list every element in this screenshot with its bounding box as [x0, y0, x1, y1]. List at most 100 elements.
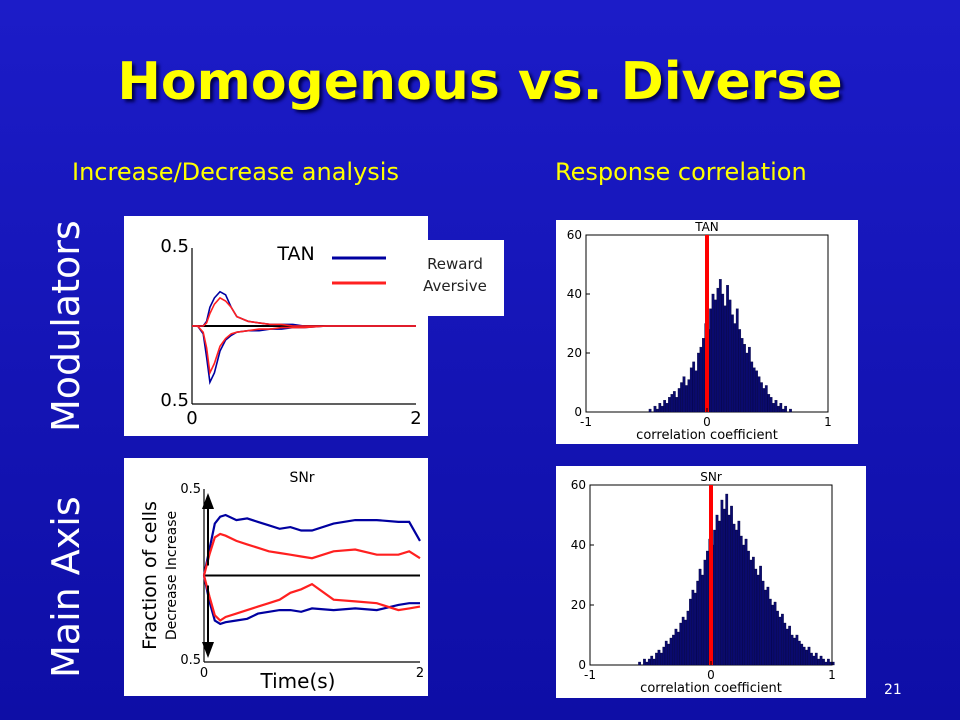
histogram-bar — [754, 568, 758, 666]
histogram-bar — [797, 640, 801, 666]
histogram-bar — [802, 646, 806, 666]
histogram-bar — [795, 634, 799, 666]
histogram-bar — [653, 405, 657, 413]
x-tick-label: 0 — [703, 415, 711, 429]
histogram-bar — [648, 408, 652, 413]
y-tick-label: 20 — [567, 346, 582, 360]
histogram-bar — [679, 622, 683, 666]
histogram-bar — [676, 631, 680, 666]
histogram-bar — [674, 628, 678, 666]
histogram-bar — [812, 655, 816, 666]
histogram-bar — [760, 382, 763, 413]
histogram-bar — [685, 385, 688, 413]
y-axis-inner-label: Decrease Increase — [164, 511, 180, 640]
histogram-bar — [694, 370, 698, 413]
histogram-bar — [756, 574, 760, 666]
histogram-bar — [675, 397, 679, 413]
histogram-bar — [789, 408, 792, 413]
x-tick-label: -1 — [584, 668, 596, 682]
histogram-bar — [718, 279, 722, 413]
histogram-bar — [669, 637, 673, 666]
histogram-bar — [757, 376, 761, 413]
y-tick-label: 60 — [567, 228, 582, 242]
histogram-bar — [781, 408, 785, 413]
histogram-bar — [740, 338, 744, 413]
x-axis-label: correlation coefficient — [636, 428, 778, 443]
slide-number: 21 — [884, 682, 902, 698]
histogram-bar — [711, 293, 715, 413]
histogram-bar — [827, 658, 830, 666]
series-line-aversive-upper — [192, 296, 416, 327]
histogram-bar — [822, 658, 825, 666]
histogram-bar — [743, 344, 746, 413]
increase-arrow-head — [202, 493, 214, 509]
histogram-bar — [742, 544, 746, 666]
snr-histogram-panel: 0 20 40 60 -1 0 1 SNr correlation coefficient — [556, 466, 866, 698]
histogram-bar — [701, 574, 704, 666]
histogram-bar — [687, 379, 691, 413]
histogram-bar — [722, 508, 726, 666]
histogram-bar — [714, 299, 717, 413]
histogram-bar — [785, 628, 789, 666]
histogram-bar — [709, 308, 712, 413]
histogram-bar — [755, 370, 758, 413]
legend-aversive-label: Aversive — [423, 277, 487, 295]
histogram-bar — [693, 592, 697, 666]
histogram-bar — [664, 640, 668, 666]
tan-line-panel: 0.5 0.5 0 2 TAN — [124, 216, 428, 436]
histogram-bar — [800, 643, 804, 666]
histogram-bar — [689, 367, 693, 413]
histogram-bar — [672, 634, 675, 666]
histogram-bar — [725, 493, 729, 666]
histogram-bar — [668, 397, 671, 413]
legend-reward-label: Reward — [427, 255, 483, 273]
histogram-bar — [682, 376, 686, 413]
histogram-bar — [751, 556, 755, 666]
histogram-bar — [665, 402, 669, 413]
histogram-bar — [784, 405, 788, 413]
histogram-bar — [698, 568, 702, 666]
histogram-bar — [750, 361, 754, 413]
histogram-bar — [667, 643, 671, 666]
histogram-bar — [656, 408, 659, 413]
y-tick-label: 0 — [574, 405, 582, 419]
histogram-bar — [723, 305, 727, 413]
histogram-bar — [703, 559, 707, 666]
histogram-bar — [749, 559, 753, 666]
histogram-bar — [680, 382, 683, 413]
histogram-bar — [713, 529, 716, 666]
histogram-bar — [807, 646, 811, 666]
histogram-bar — [706, 550, 709, 666]
series-line-reward-lower — [202, 575, 420, 626]
histogram-bar — [761, 580, 765, 666]
histogram-bar — [663, 400, 667, 413]
histogram-bar — [814, 652, 818, 666]
histogram-bar — [650, 655, 654, 666]
x-tick-label: 2 — [410, 408, 421, 429]
histogram-bar — [699, 346, 703, 413]
histogram-bar — [686, 610, 690, 666]
histogram-bar — [660, 652, 663, 666]
histogram-bar — [735, 308, 739, 413]
histogram-bar — [759, 565, 762, 666]
histogram-bar — [647, 658, 651, 666]
histogram-bar — [774, 400, 778, 413]
x-tick-label: -1 — [580, 415, 592, 429]
series-line-aversive-lower — [202, 575, 421, 622]
histogram-bar — [720, 499, 724, 666]
histogram-bar — [728, 299, 732, 413]
histogram-bar — [733, 323, 737, 413]
histogram-bar — [726, 285, 729, 413]
histogram-bar — [764, 385, 768, 413]
y-tick-label: 40 — [571, 538, 586, 552]
histogram-bar — [824, 661, 828, 666]
x-tick-label: 0 — [200, 666, 208, 681]
histogram-bar — [783, 622, 787, 666]
x-tick-label: 1 — [824, 415, 832, 429]
histogram-bar — [768, 598, 772, 666]
decrease-arrow-head — [202, 642, 214, 658]
